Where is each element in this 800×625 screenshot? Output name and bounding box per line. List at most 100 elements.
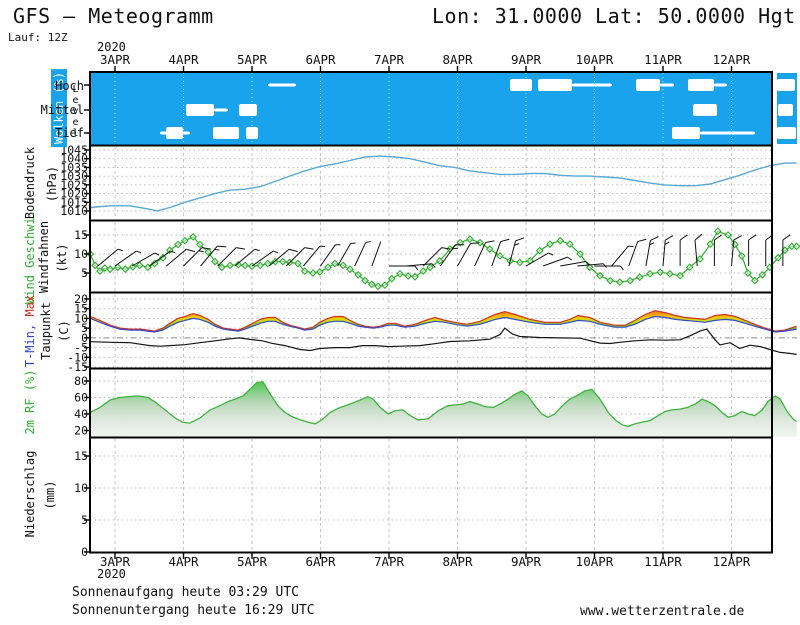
wind-marker [744,269,752,277]
cloud-mittel [239,104,257,116]
date-label-top: 10APR [576,52,614,67]
tmin-curve [90,315,797,333]
wind-marker [656,268,665,277]
tmin-label: T-Min, [23,323,37,368]
tick-label: 1025 [60,178,88,192]
wind-barb [577,263,604,267]
cloud-hoch [688,79,714,91]
date-label-top: 9APR [511,52,542,67]
precip-panel-label: Niederschlag [23,450,37,538]
wind-marker [496,252,504,260]
wind-marker [465,235,474,244]
wind-barb [166,248,187,267]
sunset-label: Sonnenuntergang heute 16:29 UTC [72,603,315,618]
pressure-unit-label: (hPa) [45,165,59,203]
cloud-tief [246,127,258,139]
tick-label: 1035 [60,160,88,174]
tick-label: 0 [81,331,88,345]
tick-label: -10 [67,350,88,364]
tick-label: 40 [74,407,88,421]
cloud-mittel [186,104,214,116]
wind-marker [361,276,369,285]
windbarb-label: Windfahnen [37,220,51,294]
date-label-bottom: 6APR [305,554,336,569]
wind-panel-label: Wind Geschwi. [23,210,37,304]
wind-barb [406,263,433,267]
wind-barb [337,243,352,267]
run-label: Lauf: 12Z [8,31,68,44]
wind-marker [535,246,544,255]
wind-marker [646,269,654,278]
wind-barb [422,247,442,267]
wind-barb [114,250,137,267]
wind-marker [374,282,382,291]
wind-barb [302,245,321,267]
wind-marker [426,263,434,272]
wind-marker [724,231,732,239]
wind-marker [396,269,404,278]
cloud-tief [166,127,183,139]
date-label-bottom: 10APR [576,554,614,569]
wind-barb [354,242,367,267]
wind-marker [256,261,265,270]
wind-marker [585,263,594,272]
website-label: www.wetterzentrale.de [580,604,745,619]
date-label-top: 5APR [237,52,268,67]
wind-barb [268,248,290,267]
wind-marker [100,264,109,272]
date-label-bottom: 3APR [100,554,131,569]
cloud-hoch [538,79,572,91]
wind-marker [91,261,100,270]
cloud-row-mittel: Mittel [40,103,84,117]
wind-speed-curve [89,230,797,287]
year-label-top: 2020 [97,40,126,54]
wind-marker [546,240,554,249]
wind-marker [515,258,524,267]
wind-barb [234,248,256,267]
cloud-hoch [777,79,795,91]
wind-marker [309,269,317,277]
wind-barb [560,260,586,267]
wind-marker [128,263,137,271]
tick-label: 15 [74,228,88,242]
date-label-top: 3APR [100,52,131,67]
wind-marker [596,271,604,280]
coords-label: Lon: 31.0000 Lat: 50.0000 Hgt: 1 [432,4,800,28]
tick-label: 1030 [60,169,88,183]
cloud-tief [213,127,239,139]
wind-marker [324,263,332,272]
wind-barb [731,240,735,267]
page-title: GFS – Meteogramm [13,4,214,28]
tick-label: 80 [74,374,88,388]
wind-marker [606,276,615,285]
wind-marker [456,238,465,247]
wind-marker [354,271,363,279]
panel-borders [84,66,773,559]
wind-marker [435,256,444,265]
wind-barb [491,241,502,267]
wind-barb [320,244,336,267]
tick-label: 5 [81,513,88,527]
cloud-row-tief: Tief [55,126,84,140]
tick-label: 1015 [60,195,88,209]
wind-barb [628,241,639,267]
tick-label: 1040 [60,152,88,166]
wind-marker [381,281,389,290]
wind-marker [404,272,413,280]
tick-label: 10 [74,247,88,261]
wind-marker [706,240,715,249]
wind-marker [713,227,722,236]
cloud-row-hoch: Hoch [55,79,84,93]
pressure-curve [90,155,797,212]
wind-barb [131,252,155,267]
date-label-bottom: 9APR [511,554,542,569]
wind-marker [685,263,694,272]
tick-label: 20 [74,424,88,438]
wind-marker [626,276,635,285]
cloud-hoch [714,83,727,87]
wind-marker [211,257,219,266]
wind-marker [419,267,428,275]
wind-marker [346,265,354,274]
